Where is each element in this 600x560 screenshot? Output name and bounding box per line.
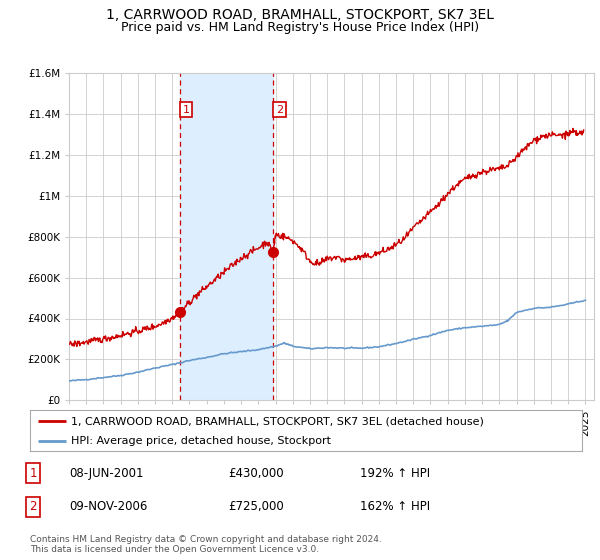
Text: HPI: Average price, detached house, Stockport: HPI: Average price, detached house, Stoc… <box>71 436 331 446</box>
Text: 2: 2 <box>276 105 283 115</box>
Text: 162% ↑ HPI: 162% ↑ HPI <box>360 500 430 514</box>
Text: £430,000: £430,000 <box>228 466 284 480</box>
Text: 2: 2 <box>29 500 37 514</box>
Text: 09-NOV-2006: 09-NOV-2006 <box>69 500 148 514</box>
Text: 1: 1 <box>182 105 190 115</box>
Text: 192% ↑ HPI: 192% ↑ HPI <box>360 466 430 480</box>
Text: £725,000: £725,000 <box>228 500 284 514</box>
Text: Price paid vs. HM Land Registry's House Price Index (HPI): Price paid vs. HM Land Registry's House … <box>121 21 479 34</box>
Text: 1: 1 <box>29 466 37 480</box>
Text: Contains HM Land Registry data © Crown copyright and database right 2024.
This d: Contains HM Land Registry data © Crown c… <box>30 535 382 554</box>
Bar <box>180 73 273 400</box>
Text: 08-JUN-2001: 08-JUN-2001 <box>69 466 143 480</box>
Text: 1, CARRWOOD ROAD, BRAMHALL, STOCKPORT, SK7 3EL (detached house): 1, CARRWOOD ROAD, BRAMHALL, STOCKPORT, S… <box>71 417 484 426</box>
Text: 1, CARRWOOD ROAD, BRAMHALL, STOCKPORT, SK7 3EL: 1, CARRWOOD ROAD, BRAMHALL, STOCKPORT, S… <box>106 8 494 22</box>
